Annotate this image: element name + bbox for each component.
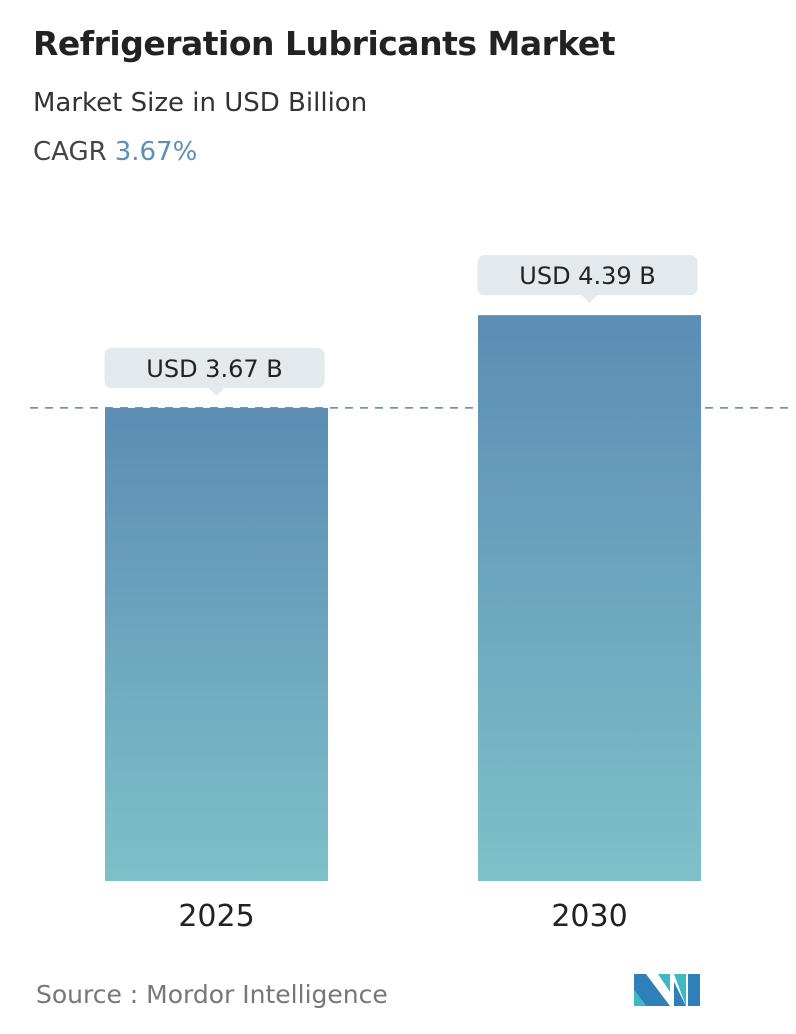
cagr-value: 3.67% xyxy=(114,137,198,167)
x-tick-label: 2025 xyxy=(178,899,254,934)
data-label-pointer xyxy=(208,387,225,396)
cagr: CAGR 3.67% xyxy=(33,137,197,167)
cagr-label: CAGR xyxy=(33,137,107,167)
data-label: USD 4.39 B xyxy=(519,262,655,290)
bar-2025 xyxy=(105,407,328,881)
chart-subtitle: Market Size in USD Billion xyxy=(33,88,368,118)
chart-title: Refrigeration Lubricants Market xyxy=(33,24,616,63)
x-tick-label: 2030 xyxy=(551,899,627,934)
data-label-pointer xyxy=(581,295,598,304)
data-label: USD 3.67 B xyxy=(146,355,282,383)
source-note: Source : Mordor Intelligence xyxy=(36,980,388,1009)
bar-chart: USD 3.67 B 2025 USD 4.39 B 2030 xyxy=(30,255,790,934)
data-label-box xyxy=(477,255,698,296)
data-label-box xyxy=(104,347,325,388)
bar-2030 xyxy=(478,315,701,881)
